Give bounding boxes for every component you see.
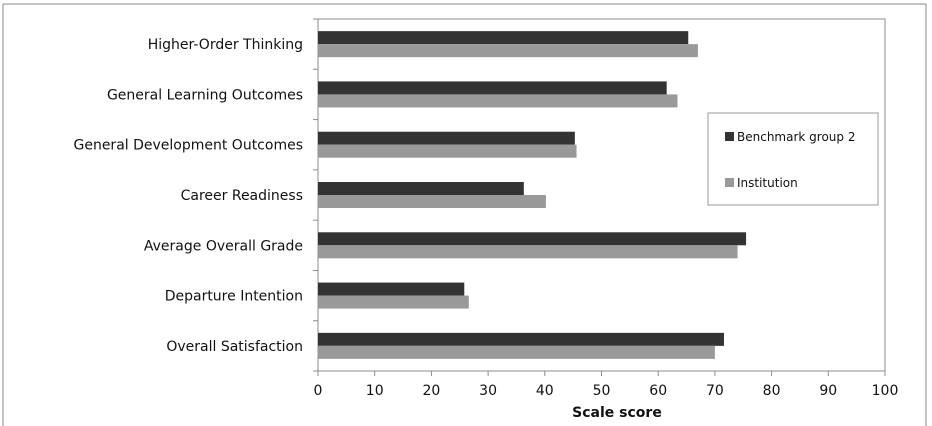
- x-axis-title: Scale score: [572, 405, 662, 421]
- value-axis-tick-labels: 0 10 20 30 40 50 60 70 80 90 100: [314, 383, 899, 399]
- value-tick-label: 50: [593, 383, 611, 399]
- bar-benchmark-4: [318, 232, 747, 246]
- legend: Benchmark group 2 Institution: [707, 112, 879, 206]
- bar-benchmark-0: [318, 31, 689, 45]
- value-tick-label: 60: [649, 383, 667, 399]
- value-tick-label: 0: [314, 383, 323, 399]
- value-tick-label: 70: [706, 383, 724, 399]
- category-label: General Development Outcomes: [73, 138, 303, 154]
- bar-benchmark-1: [318, 81, 667, 95]
- category-label: Departure Intention: [165, 289, 303, 305]
- legend-box: [707, 112, 879, 206]
- bar-benchmark-3: [318, 182, 524, 195]
- value-tick-label: 100: [872, 383, 899, 399]
- bar-institution-6: [318, 345, 715, 359]
- bar-benchmark-5: [318, 282, 465, 296]
- bars-group: [318, 31, 747, 359]
- bar-institution-5: [318, 295, 469, 309]
- category-axis-ticks: [313, 18, 318, 372]
- category-label: General Learning Outcomes: [107, 87, 303, 103]
- category-label: Overall Satisfaction: [166, 339, 303, 355]
- legend-label-benchmark: Benchmark group 2: [737, 130, 855, 144]
- bar-institution-3: [318, 195, 546, 208]
- value-tick-label: 30: [479, 383, 497, 399]
- legend-swatch-benchmark: [725, 132, 734, 141]
- bar-benchmark-2: [318, 131, 575, 145]
- value-tick-label: 90: [819, 383, 837, 399]
- legend-swatch-institution: [725, 178, 734, 187]
- category-label: Average Overall Grade: [144, 238, 303, 254]
- bar-institution-2: [318, 144, 577, 158]
- bar-institution-0: [318, 44, 698, 58]
- value-tick-label: 80: [763, 383, 781, 399]
- category-label: Higher-Order Thinking: [148, 37, 303, 53]
- category-label: Career Readiness: [181, 188, 303, 204]
- value-tick-label: 20: [422, 383, 440, 399]
- category-labels: Higher-Order Thinking General Learning Ou…: [73, 37, 303, 355]
- bar-institution-1: [318, 94, 678, 108]
- bar-benchmark-6: [318, 332, 724, 346]
- bar-institution-4: [318, 245, 738, 259]
- value-axis-ticks: [317, 371, 886, 376]
- legend-label-institution: Institution: [737, 176, 798, 190]
- value-tick-label: 40: [536, 383, 554, 399]
- value-tick-label: 10: [366, 383, 384, 399]
